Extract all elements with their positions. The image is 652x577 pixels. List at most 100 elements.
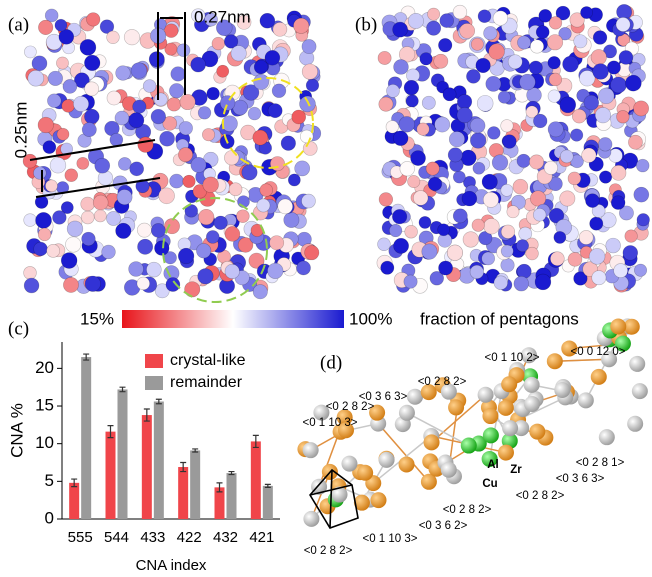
atom	[636, 159, 649, 172]
atom	[422, 244, 437, 259]
atom	[548, 90, 561, 103]
atom	[498, 91, 510, 103]
y-tick-label: 20	[35, 358, 54, 377]
atom	[77, 157, 89, 169]
atom	[386, 84, 399, 97]
colorbar-title: fraction of pentagons	[420, 309, 579, 328]
figure: (a) (b) (c) (d) 0.27nm 0.25nm 15% 100% f…	[0, 0, 652, 577]
atom	[623, 245, 638, 260]
atom	[473, 162, 485, 174]
atom	[598, 88, 614, 104]
atom	[484, 218, 500, 234]
atom	[260, 13, 275, 28]
atom	[292, 110, 306, 124]
atom	[253, 285, 267, 299]
atom	[302, 194, 316, 208]
atom	[124, 29, 140, 45]
atom	[535, 274, 551, 290]
atom	[598, 137, 612, 151]
atom	[634, 264, 646, 276]
atom	[47, 94, 61, 108]
atom	[47, 244, 60, 257]
diagram-label: <0 1 10 3>	[303, 417, 358, 429]
atom	[529, 61, 542, 74]
atom	[486, 76, 501, 91]
atom	[637, 213, 650, 226]
atom	[268, 263, 284, 279]
atom	[207, 87, 220, 100]
atom	[61, 253, 77, 269]
atom	[84, 109, 99, 124]
atom	[413, 191, 428, 206]
atom	[584, 95, 599, 110]
atom	[257, 199, 270, 212]
bar	[178, 467, 188, 519]
atom	[272, 84, 286, 98]
bond	[555, 359, 609, 361]
atom	[550, 252, 564, 266]
atom	[526, 247, 539, 260]
atom	[536, 26, 549, 39]
atom	[107, 91, 121, 105]
atom	[80, 39, 96, 55]
atom	[381, 261, 394, 274]
x-tick-label: 421	[249, 529, 274, 546]
atom	[36, 212, 52, 228]
atom	[357, 465, 373, 481]
atom	[138, 239, 153, 254]
atom	[273, 22, 287, 36]
atom	[229, 183, 242, 196]
atom	[81, 211, 94, 224]
atom	[634, 187, 649, 202]
atom	[253, 130, 268, 145]
atom	[501, 258, 515, 272]
panel-label: (c)	[8, 318, 29, 339]
atom	[56, 57, 68, 69]
atom	[260, 184, 273, 197]
atom	[629, 356, 645, 372]
atom	[524, 377, 540, 393]
atom	[440, 14, 454, 28]
diagram-label: <0 2 8 1>	[576, 457, 625, 469]
panel-label: (d)	[320, 352, 342, 373]
atom	[65, 237, 80, 252]
atom	[494, 276, 508, 290]
atom	[593, 31, 607, 45]
atom	[502, 420, 518, 436]
atom	[513, 179, 528, 194]
atom	[448, 148, 462, 162]
atom	[82, 123, 96, 137]
atom	[306, 79, 319, 92]
colorbar-min: 15%	[80, 309, 114, 328]
atom	[507, 206, 519, 218]
atom	[118, 157, 131, 170]
atom	[63, 79, 77, 93]
atom	[81, 197, 95, 211]
atom	[625, 230, 638, 243]
atom	[212, 37, 225, 50]
atom	[457, 94, 471, 108]
atom	[595, 107, 611, 123]
atom	[590, 217, 603, 230]
bar	[190, 450, 200, 519]
atom	[166, 278, 180, 292]
atom	[167, 98, 181, 112]
atom	[438, 38, 452, 52]
atom	[449, 131, 464, 146]
atom	[554, 231, 566, 243]
atom	[129, 113, 144, 128]
atom	[191, 57, 206, 72]
diagram-label: <0 3 6 3>	[556, 473, 605, 485]
atom	[472, 219, 485, 232]
atom	[65, 169, 78, 182]
x-tick-label: 422	[177, 529, 202, 546]
atom	[530, 40, 543, 53]
atom	[225, 227, 240, 242]
atom	[302, 64, 318, 80]
atom	[59, 29, 74, 44]
diagram-label: <0 2 8 2>	[418, 376, 467, 388]
atom	[24, 46, 36, 58]
atom	[570, 129, 582, 141]
atom	[519, 74, 535, 90]
atom	[225, 264, 240, 279]
